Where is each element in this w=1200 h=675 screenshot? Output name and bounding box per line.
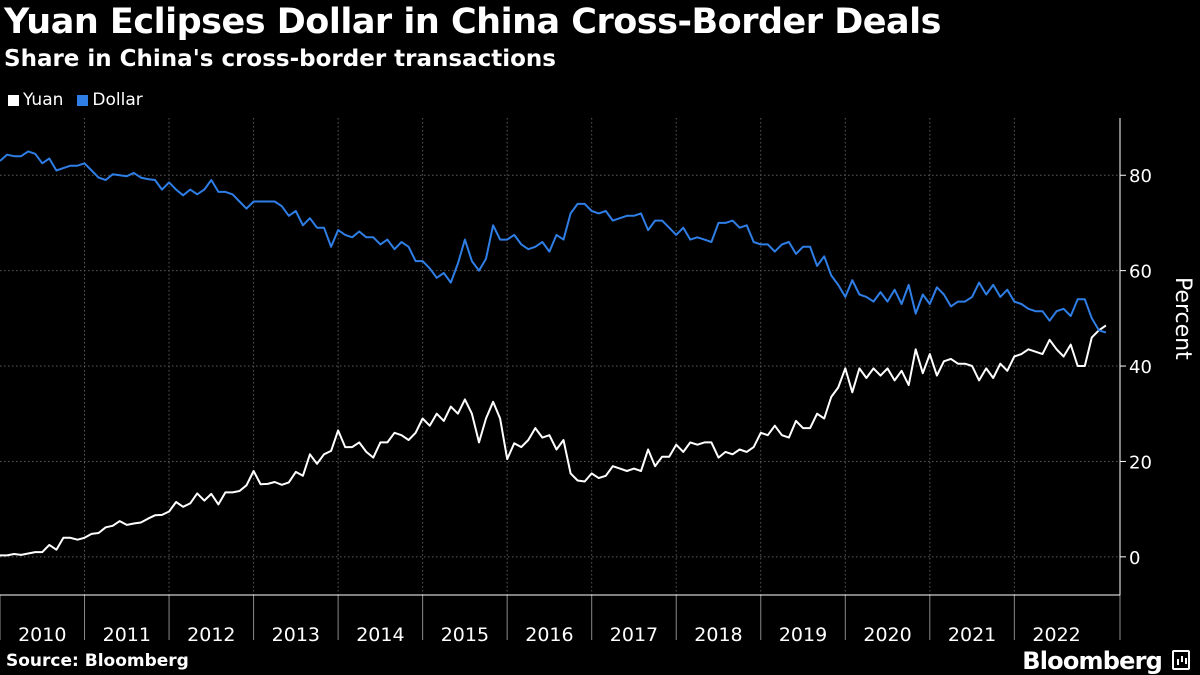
y-tick-label: 40	[1129, 357, 1152, 378]
x-tick-label: 2018	[694, 624, 742, 646]
chart-subtitle: Share in China's cross-border transactio…	[4, 46, 556, 72]
x-tick-label: 2019	[779, 624, 827, 646]
x-tick-label: 2012	[187, 624, 235, 646]
x-tick-label: 2014	[356, 624, 404, 646]
x-tick-label: 2020	[863, 624, 911, 646]
x-tick-label: 2013	[272, 624, 320, 646]
legend-label-yuan: Yuan	[23, 90, 64, 110]
legend-item-dollar: Dollar	[77, 90, 143, 110]
x-tick-label: 2016	[525, 624, 573, 646]
axis-labels: 0 20 40 60 80 2010 2011 2012 2013 2014 2015 2016 201…	[18, 166, 1195, 646]
y-tick-label: 80	[1129, 166, 1152, 187]
x-tick-label: 2015	[441, 624, 489, 646]
grid-lines	[0, 118, 1120, 595]
y-tick-label: 0	[1129, 548, 1140, 569]
y-tick-label: 60	[1129, 262, 1152, 283]
series-line-dollar	[0, 150, 1107, 334]
legend-swatch-dollar	[77, 94, 89, 106]
legend-label-dollar: Dollar	[92, 90, 143, 110]
axes	[0, 118, 1126, 640]
x-tick-label: 2011	[103, 624, 151, 646]
chart-title: Yuan Eclipses Dollar in China Cross-Bord…	[4, 2, 941, 42]
x-tick-label: 2010	[18, 624, 66, 646]
legend-item-yuan: Yuan	[8, 90, 63, 110]
legend: Yuan Dollar	[8, 90, 143, 110]
source-note: Source: Bloomberg	[6, 651, 189, 671]
x-tick-label: 2021	[948, 624, 996, 646]
x-tick-label: 2017	[610, 624, 658, 646]
terminal-icon	[1172, 650, 1190, 670]
series-line-yuan	[0, 324, 1107, 557]
legend-swatch-yuan	[8, 94, 19, 106]
y-tick-label: 20	[1129, 452, 1152, 473]
y-axis-title: Percent	[1170, 277, 1195, 360]
x-tick-label: 2022	[1032, 624, 1080, 646]
brand-logo: Bloomberg	[1022, 647, 1163, 675]
series-lines	[0, 150, 1107, 557]
